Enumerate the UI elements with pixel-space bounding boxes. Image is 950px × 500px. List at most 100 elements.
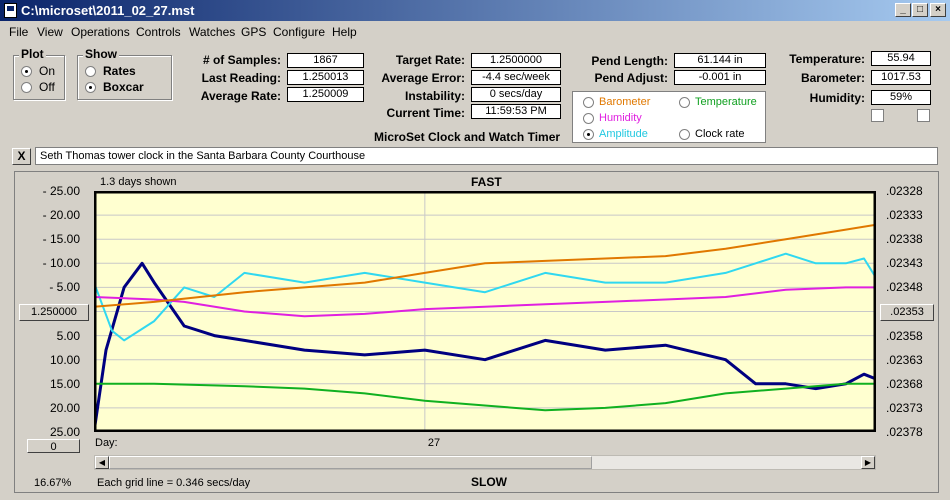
- pend-adjust-label: Pend Adjust:: [594, 71, 668, 85]
- center-rate-button[interactable]: 1.250000: [19, 304, 89, 321]
- plot-off-label: Off: [39, 80, 55, 94]
- barometer-value: 1017.53: [871, 70, 931, 85]
- left-tick-label: 10.00: [49, 352, 80, 367]
- menu-watches[interactable]: Watches: [189, 25, 236, 39]
- left-tick-label: - 5.00: [49, 280, 80, 295]
- menu-view[interactable]: View: [37, 25, 63, 39]
- zoom-label: 16.67%: [34, 477, 72, 489]
- env-checkbox-right[interactable]: [917, 109, 930, 122]
- average-rate-value: 1.250009: [287, 87, 364, 102]
- right-tick-label: .02343: [886, 256, 923, 271]
- menu-gps[interactable]: GPS: [241, 25, 267, 39]
- window-title: C:\microset\2011_02_27.mst: [21, 3, 195, 18]
- right-tick-label: .02333: [886, 208, 923, 223]
- temperature-option-label: Temperature: [695, 96, 757, 108]
- temperature-label: Temperature:: [789, 52, 865, 66]
- plot-on-label: On: [39, 64, 56, 78]
- right-tick-label: .02358: [886, 328, 923, 343]
- average-rate-label: Average Rate:: [200, 89, 281, 103]
- show-group: [77, 55, 172, 100]
- temperature-radio[interactable]: [679, 97, 690, 108]
- menu-controls[interactable]: Controls: [136, 25, 181, 39]
- right-tick-label: .02378: [886, 425, 923, 439]
- x-tick-label: 27: [427, 437, 441, 449]
- menu-file[interactable]: File: [9, 25, 29, 39]
- right-tick-label: .02373: [886, 400, 923, 415]
- left-tick-label: - 25.00: [42, 184, 80, 198]
- humidity-radio[interactable]: [583, 113, 594, 124]
- amplitude-series-line: [94, 252, 876, 342]
- scroll-thumb[interactable]: [109, 456, 592, 469]
- pend-adjust-value: -0.001 in: [674, 70, 766, 85]
- x-axis-label: Day:: [95, 437, 118, 449]
- title-bar: C:\microset\2011_02_27.mst _ □ ×: [0, 0, 950, 21]
- show-boxcar-label: Boxcar: [103, 80, 144, 94]
- plot-off-radio[interactable]: [21, 82, 32, 93]
- humidity-label: Humidity:: [809, 91, 865, 105]
- scroll-left-icon[interactable]: ◀: [95, 456, 109, 469]
- instability-label: Instability:: [404, 89, 465, 103]
- menu-configure[interactable]: Configure: [273, 25, 326, 39]
- temperature-value: 55.94: [871, 51, 931, 66]
- target-rate-label: Target Rate:: [395, 53, 465, 67]
- right-tick-label: .02338: [886, 232, 923, 247]
- app-icon[interactable]: [4, 3, 17, 18]
- right-tick-label: .02368: [886, 376, 923, 391]
- plot-on-radio[interactable]: [21, 66, 32, 77]
- overlay-options-box: [572, 91, 766, 143]
- rate-chart: [94, 191, 876, 432]
- minimize-button[interactable]: _: [895, 3, 911, 17]
- rate-series-line: [94, 261, 876, 432]
- plot-group-title: Plot: [19, 47, 46, 61]
- menu-operations[interactable]: Operations: [71, 25, 130, 39]
- temperature-series-line: [94, 382, 876, 412]
- slow-label: SLOW: [471, 475, 507, 489]
- amplitude-option-label: Amplitude: [599, 128, 648, 140]
- show-boxcar-radio[interactable]: [85, 82, 96, 93]
- horizontal-scrollbar[interactable]: ◀ ▶: [94, 455, 876, 470]
- average-error-value: -4.4 sec/week: [471, 70, 561, 85]
- average-error-label: Average Error:: [381, 71, 465, 85]
- menu-help[interactable]: Help: [332, 25, 357, 39]
- clock-rate-radio[interactable]: [679, 129, 690, 140]
- last-reading-label: Last Reading:: [201, 71, 281, 85]
- pend-length-value: 61.144 in: [674, 53, 766, 68]
- samples-value: 1867: [287, 53, 364, 68]
- left-tick-label: - 15.00: [42, 232, 80, 247]
- days-shown-label: 1.3 days shown: [100, 176, 177, 188]
- chart-panel: [14, 171, 939, 493]
- description-close-button[interactable]: X: [12, 148, 31, 165]
- left-tick-label: 25.00: [49, 425, 80, 439]
- description-field[interactable]: Seth Thomas tower clock in the Santa Bar…: [35, 147, 938, 165]
- menu-bar: File View Operations Controls Watches GP…: [0, 22, 950, 41]
- pend-length-label: Pend Length:: [591, 54, 668, 68]
- show-group-title: Show: [83, 47, 119, 61]
- fast-label: FAST: [471, 175, 502, 189]
- current-time-label: Current Time:: [386, 106, 465, 120]
- offset-button[interactable]: 0: [27, 439, 80, 453]
- center-right-button[interactable]: .02353: [880, 304, 934, 321]
- left-tick-label: 5.00: [56, 328, 80, 343]
- current-time-value: 11:59:53 PM: [471, 104, 561, 119]
- left-tick-label: - 20.00: [42, 208, 80, 223]
- barometer-radio[interactable]: [583, 97, 594, 108]
- samples-label: # of Samples:: [202, 53, 281, 67]
- grid-note: Each grid line = 0.346 secs/day: [97, 477, 251, 489]
- humidity-option-label: Humidity: [599, 112, 642, 124]
- scroll-right-icon[interactable]: ▶: [861, 456, 875, 469]
- barometer-option-label: Barometer: [599, 96, 651, 108]
- maximize-button[interactable]: □: [912, 3, 928, 17]
- barometer-series-line: [94, 223, 876, 308]
- instability-value: 0 secs/day: [471, 87, 561, 102]
- show-rates-radio[interactable]: [85, 66, 96, 77]
- left-tick-label: 15.00: [49, 376, 80, 391]
- barometer-label: Barometer:: [800, 71, 865, 85]
- right-tick-label: .02348: [886, 280, 923, 295]
- target-rate-value: 1.2500000: [471, 53, 561, 68]
- humidity-value: 59%: [871, 90, 931, 105]
- close-button[interactable]: ×: [930, 3, 946, 17]
- right-tick-label: .02363: [886, 352, 923, 367]
- app-name: MicroSet Clock and Watch Timer: [374, 130, 561, 144]
- amplitude-radio[interactable]: [583, 129, 594, 140]
- env-checkbox-left[interactable]: [871, 109, 884, 122]
